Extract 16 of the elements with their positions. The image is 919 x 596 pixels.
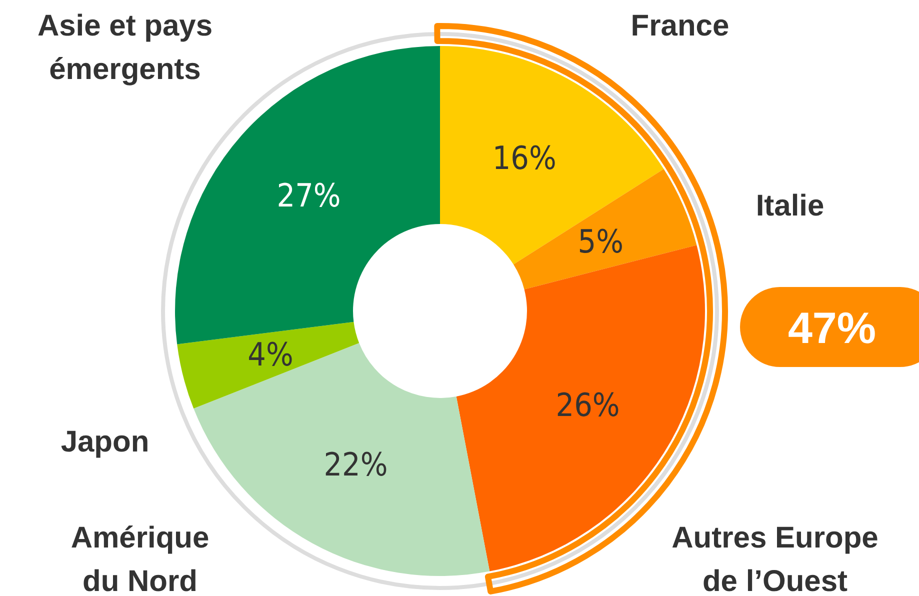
data-label: 5% — [578, 222, 624, 261]
slice-label: Japon — [60, 426, 150, 458]
data-label: 4% — [248, 336, 294, 374]
slice-label: Asie et pays émergents — [37, 10, 213, 86]
data-label: 16% — [492, 138, 556, 177]
text: 47% — [788, 304, 876, 353]
slice-label: Amérique du Nord — [70, 522, 210, 596]
donut-slice — [440, 46, 664, 264]
slice-label: Autres Europe de l’Ouest — [672, 522, 878, 596]
slice-label: France — [630, 10, 730, 42]
data-label: 27% — [276, 176, 341, 214]
data-label: 26% — [556, 386, 620, 424]
donut-slice — [177, 322, 360, 409]
donut-slice — [513, 169, 697, 290]
slice-label: Italie — [756, 190, 824, 222]
data-label: 22% — [324, 446, 388, 484]
